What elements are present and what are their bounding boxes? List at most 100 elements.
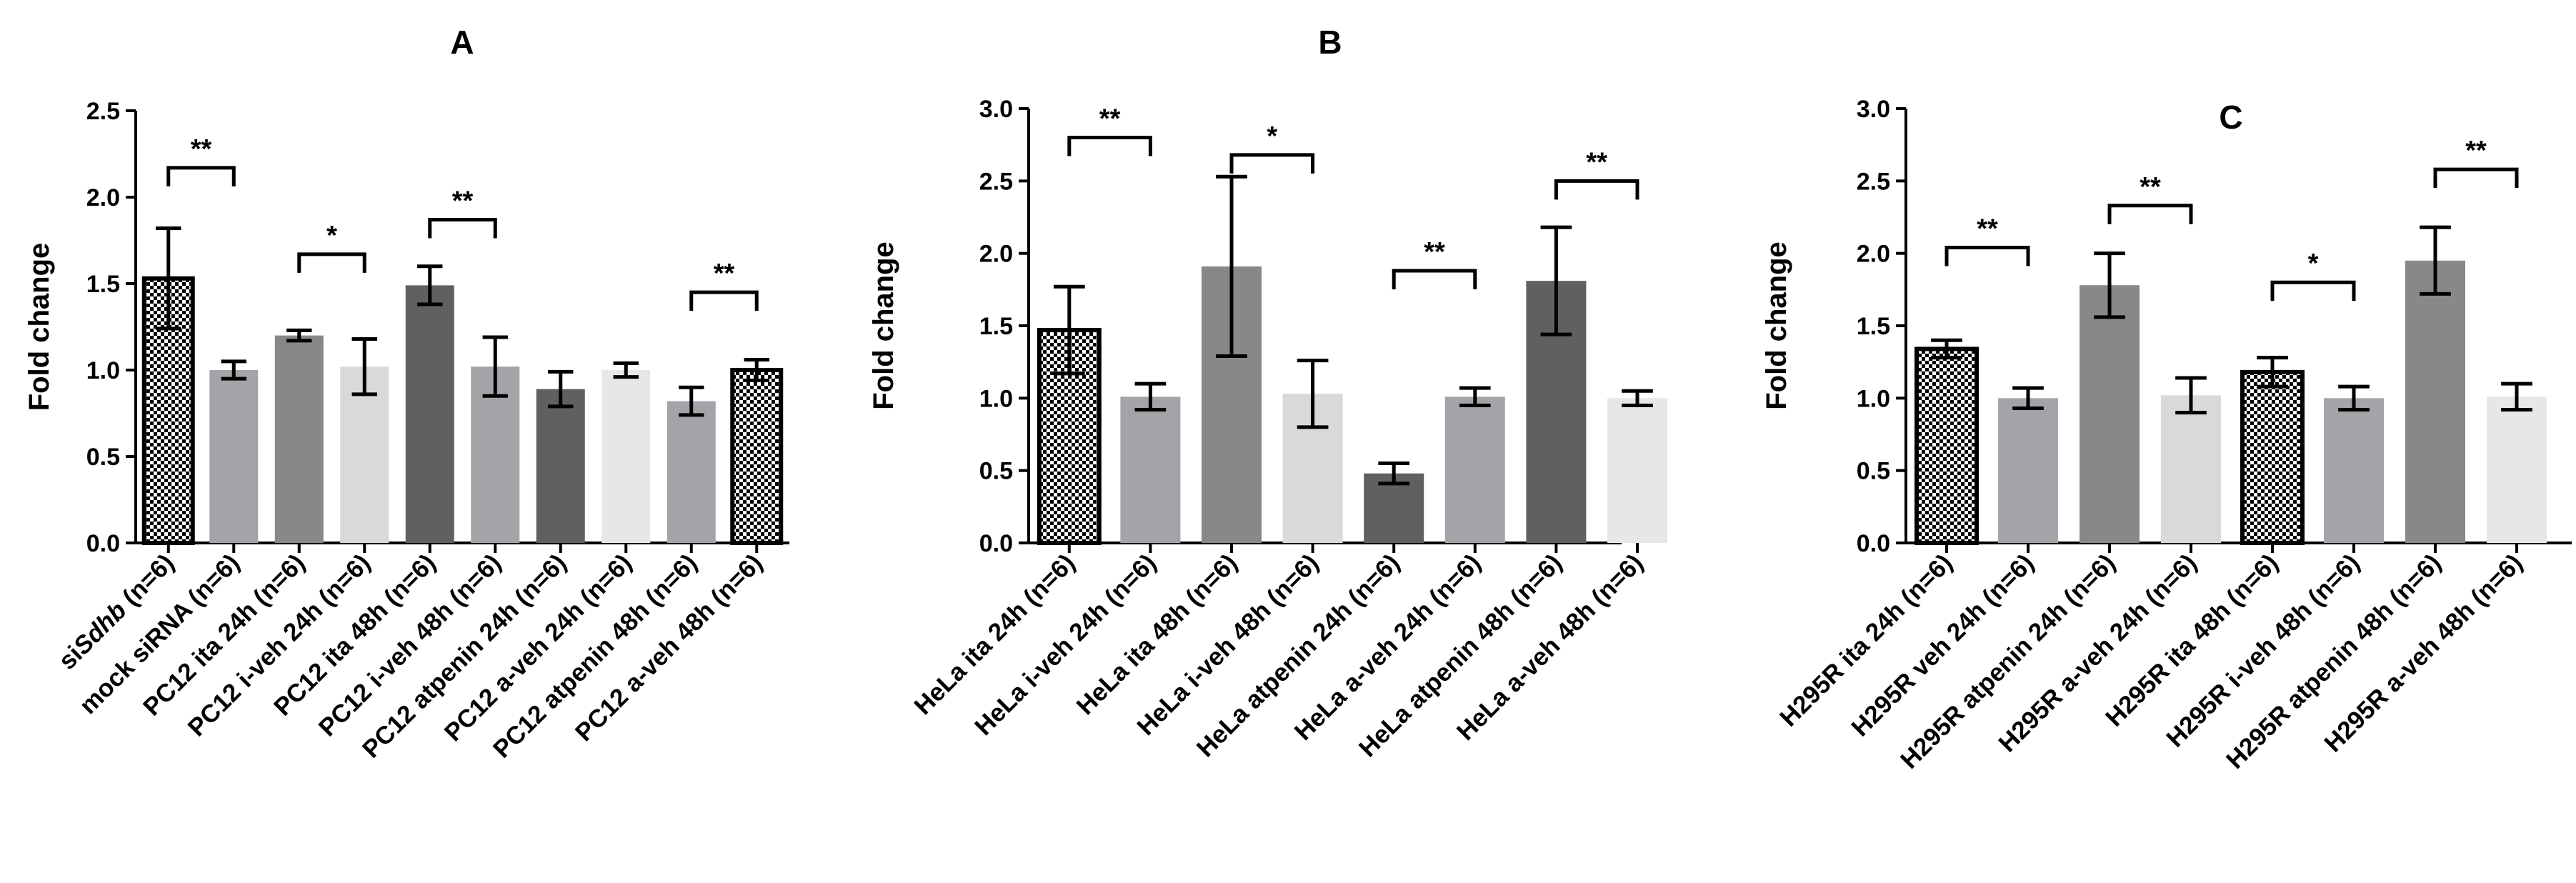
significance-bracket (2433, 167, 2519, 189)
bar (209, 370, 259, 543)
error-bar (2175, 376, 2207, 415)
bar (536, 389, 585, 543)
error-bar (1134, 381, 1167, 412)
y-tick-label: 0.5 (979, 458, 1013, 485)
error-bar (1297, 359, 1329, 429)
error-bar (744, 357, 769, 383)
y-axis-label: Fold change (868, 241, 899, 410)
y-tick-label: 0.5 (86, 444, 120, 471)
significance-label: ** (714, 259, 735, 289)
y-tick-label: 0.0 (979, 530, 1013, 557)
significance-label: * (1267, 121, 1277, 151)
y-tick-label: 2.0 (1857, 241, 1890, 268)
chart-panel-b: B Fold change 0.0 0.5 1.0 1.5 2.0 2.5 3.0 HeLa it… (868, 24, 1667, 762)
bar (2161, 395, 2221, 543)
significance-bracket (166, 166, 236, 186)
y-tick-label: 1.0 (979, 385, 1013, 412)
error-bar (2338, 384, 2370, 412)
significance-label: ** (1099, 104, 1121, 134)
bar (2080, 285, 2140, 543)
bar (405, 285, 454, 543)
bar (1914, 346, 1979, 545)
bar (2405, 260, 2465, 543)
bar (1607, 398, 1667, 543)
significance-bracket (2107, 204, 2193, 224)
bar (2487, 396, 2547, 543)
significance-label: ** (1586, 147, 1607, 177)
bar (730, 368, 784, 545)
error-bar (2501, 381, 2532, 412)
error-bar (613, 361, 639, 379)
significance-label: ** (191, 134, 212, 164)
chart-title: C (2219, 99, 2242, 136)
y-tick-label: 1.5 (1857, 313, 1890, 340)
error-bar (1931, 338, 1962, 360)
significance-bracket (2270, 280, 2356, 301)
significance-bracket (689, 290, 759, 311)
significance-label: ** (1977, 214, 1998, 244)
y-tick-label: 3.0 (979, 96, 1013, 123)
significance-bracket (1945, 246, 2030, 266)
error-bar (679, 385, 704, 417)
chart-title: A (450, 24, 474, 61)
y-tick-label: 3.0 (1857, 96, 1890, 123)
error-bar (1216, 174, 1247, 359)
error-bar (1540, 225, 1572, 336)
bar (2324, 398, 2384, 543)
bar (274, 335, 324, 543)
error-bar (1459, 386, 1491, 407)
significance-bracket (1067, 136, 1152, 156)
significance-bracket (428, 217, 497, 239)
y-tick-label: 1.5 (86, 271, 120, 298)
error-bar (417, 264, 443, 306)
y-axis-label: Fold change (1761, 241, 1792, 410)
error-bar (2012, 386, 2044, 411)
y-tick-label: 0.5 (1857, 458, 1890, 485)
bar (601, 370, 651, 543)
x-tick-label: siSdhb (n=6) (54, 549, 180, 675)
significance-label: ** (452, 186, 474, 216)
y-axis-label: Fold change (24, 243, 55, 411)
bar (1120, 396, 1181, 543)
error-bar (221, 359, 246, 381)
error-bar (1053, 284, 1085, 376)
significance-bracket (297, 252, 366, 273)
y-tick-label: 1.5 (979, 313, 1013, 340)
error-bar (156, 226, 181, 331)
error-bar (482, 335, 508, 398)
error-bar (2094, 251, 2125, 319)
bar (1998, 398, 2058, 543)
chart-panel-a: A Fold change 0.0 0.5 1.0 1.5 2.0 2.5 siSdhb (n=… (24, 24, 789, 764)
y-tick-label: 0.0 (1857, 530, 1890, 557)
error-bar (2420, 225, 2451, 296)
y-tick-label: 2.5 (979, 168, 1013, 195)
significance-label: * (326, 221, 337, 251)
significance-label: ** (2465, 136, 2487, 166)
y-tick-label: 0.0 (86, 530, 120, 557)
significance-bracket (1392, 269, 1477, 289)
y-tick-label: 1.0 (86, 357, 120, 384)
significance-label: ** (2140, 172, 2161, 202)
bar (667, 401, 716, 543)
y-tick-label: 1.0 (1857, 385, 1890, 412)
significance-label: ** (1424, 237, 1445, 267)
significance-bracket (1554, 179, 1639, 200)
x-tick-label: HeLa ita 48h (n=6) (1072, 549, 1243, 720)
chart-title: B (1318, 24, 1342, 61)
y-tick-label: 2.0 (979, 241, 1013, 268)
bar (2240, 369, 2305, 545)
y-tick-label: 2.5 (1857, 168, 1890, 195)
error-bar (286, 328, 312, 343)
significance-label: * (2308, 249, 2319, 279)
error-bar (548, 369, 574, 409)
y-tick-label: 2.0 (86, 184, 120, 211)
bar (1444, 396, 1505, 543)
significance-bracket (1229, 153, 1315, 174)
error-bar (2257, 356, 2288, 389)
y-tick-label: 2.5 (86, 98, 120, 125)
error-bar (1622, 389, 1653, 407)
x-tick-label: HeLa ita 24h (n=6) (909, 549, 1080, 720)
error-bar (1378, 462, 1410, 486)
error-bar (351, 336, 377, 396)
